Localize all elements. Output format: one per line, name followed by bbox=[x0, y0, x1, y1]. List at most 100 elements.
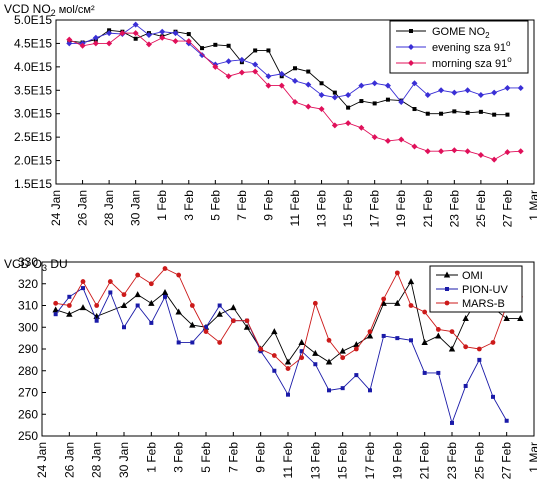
no2-xtick-label: 17 Feb bbox=[368, 190, 382, 228]
o3-series-1-point bbox=[491, 394, 495, 399]
o3-xtick-label: 25 Feb bbox=[472, 442, 486, 480]
no2-series-1-point bbox=[292, 77, 298, 84]
no2-legend-label-0: GOME NO2 bbox=[432, 26, 490, 40]
o3-series-2-point bbox=[217, 340, 223, 345]
o3-series-1-point bbox=[395, 336, 400, 341]
no2-series-1-point bbox=[66, 40, 73, 47]
o3-ytick-label: 290 bbox=[18, 342, 38, 356]
no2-series-0-point bbox=[465, 110, 470, 115]
no2-series-2-point bbox=[265, 82, 272, 89]
o3-series-1-point bbox=[272, 368, 277, 373]
no2-series-1-point bbox=[305, 81, 312, 88]
o3-series-1-point bbox=[299, 349, 304, 354]
no2-series-0-point bbox=[213, 42, 218, 47]
no2-series-2-point bbox=[345, 120, 352, 127]
o3-series-2-point bbox=[230, 318, 236, 324]
no2-series-2-point bbox=[384, 137, 391, 144]
o3-series-1-point bbox=[450, 420, 454, 425]
o3-series-2-point bbox=[189, 303, 195, 308]
no2-series-0-point bbox=[385, 97, 390, 102]
no2-series-0-point bbox=[346, 105, 351, 110]
o3-series-0-point bbox=[325, 358, 333, 365]
o3-xtick-label: 19 Feb bbox=[390, 442, 404, 480]
o3-series-0-point bbox=[448, 345, 456, 352]
o3-xtick-label: 21 Feb bbox=[418, 442, 432, 480]
o3-ytick-label: 330 bbox=[18, 255, 38, 269]
no2-series-2-point bbox=[411, 143, 418, 150]
no2-series-2-point bbox=[491, 156, 498, 163]
no2-series-1-point bbox=[371, 80, 378, 87]
no2-chart-title: VCD NO2 мol/cм² bbox=[4, 2, 95, 18]
o3-xtick-label: 27 Feb bbox=[500, 442, 514, 480]
o3-series-0-point bbox=[503, 315, 510, 322]
no2-series-1-point bbox=[424, 91, 431, 98]
no2-series-0-point bbox=[478, 109, 483, 114]
o3-series-2-point bbox=[135, 272, 141, 278]
o3-series-2-point bbox=[285, 366, 291, 371]
o3-series-0-point bbox=[407, 278, 415, 285]
o3-series-2-point bbox=[258, 346, 264, 352]
o3-series-0-point bbox=[161, 288, 169, 295]
o3-series-0-point bbox=[79, 304, 87, 311]
o3-series-2-point bbox=[271, 353, 277, 358]
no2-series-2-point bbox=[145, 41, 152, 48]
no2-series-0-point bbox=[266, 48, 271, 53]
no2-series-2-point bbox=[331, 122, 338, 129]
no2-series-0-point bbox=[186, 32, 191, 37]
no2-ytick-label: 3.0E15 bbox=[14, 107, 52, 121]
no2-xtick-label: 28 Jan bbox=[102, 190, 116, 226]
no2-xtick-label: 7 Feb bbox=[235, 190, 249, 221]
o3-series-2-point bbox=[53, 300, 59, 306]
no2-xtick-label: 24 Jan bbox=[49, 190, 63, 226]
no2-series-1-point bbox=[451, 89, 458, 96]
o3-xtick-label: 5 Feb bbox=[199, 442, 213, 473]
o3-series-1-point bbox=[340, 386, 345, 391]
no2-series-2-point bbox=[477, 151, 484, 158]
no2-series-0-point bbox=[372, 101, 377, 106]
no2-series-1-point bbox=[477, 91, 484, 98]
no2-series-1-point bbox=[172, 30, 179, 37]
o3-series-1-point bbox=[190, 340, 195, 345]
no2-series-1-point bbox=[398, 99, 405, 105]
no2-series-1-point bbox=[345, 91, 352, 98]
no2-series-1-point bbox=[411, 80, 418, 87]
o3-series-1-point bbox=[381, 333, 386, 338]
no2-series-1-point bbox=[265, 73, 272, 80]
no2-series-0-point bbox=[359, 99, 364, 104]
no2-series-2-point bbox=[66, 36, 73, 43]
o3-series-0-point bbox=[517, 315, 524, 322]
o3-series-2-point bbox=[435, 327, 441, 332]
no2-series-2-point bbox=[238, 69, 245, 76]
no2-series-1-point bbox=[92, 34, 99, 41]
o3-ytick-label: 320 bbox=[18, 277, 38, 291]
no2-series-0-point bbox=[133, 36, 138, 41]
o3-ytick-label: 260 bbox=[18, 407, 38, 421]
o3-series-0-point bbox=[271, 328, 278, 335]
no2-series-0-point bbox=[200, 46, 205, 51]
no2-series-2-point bbox=[371, 134, 378, 141]
o3-series-0-line bbox=[55, 280, 521, 363]
o3-legend: OMI PION-UV MARS-B bbox=[429, 265, 523, 313]
o3-series-0-point bbox=[394, 299, 401, 306]
no2-series-2-point bbox=[172, 38, 179, 45]
no2-series-2-point bbox=[185, 38, 192, 45]
no2-ytick-label: 4.5E15 bbox=[14, 36, 52, 50]
no2-ytick-label: 4.0E15 bbox=[14, 60, 52, 74]
o3-series-1-line bbox=[55, 287, 508, 425]
o3-legend-label-2: MARS-B bbox=[462, 298, 505, 310]
o3-series-1-point bbox=[204, 325, 208, 330]
o3-series-1-point bbox=[286, 392, 290, 397]
no2-series-2-point bbox=[106, 40, 113, 47]
no2-series-2-point bbox=[225, 73, 232, 80]
no2-xtick-label: 3 Feb bbox=[182, 190, 196, 221]
no2-xtick-label: 26 Jan bbox=[76, 190, 90, 226]
o3-legend-label-0: OMI bbox=[462, 270, 483, 282]
o3-series-1-point bbox=[463, 383, 468, 388]
o3-series-1-point bbox=[409, 338, 413, 343]
o3-xtick-label: 1 Mar bbox=[527, 442, 537, 473]
o3-series-2-point bbox=[312, 300, 318, 306]
o3-xtick-label: 24 Jan bbox=[35, 442, 49, 478]
o3-series-2-point bbox=[476, 346, 482, 352]
no2-series-1-point bbox=[132, 21, 139, 28]
no2-xtick-label: 25 Feb bbox=[474, 190, 488, 228]
